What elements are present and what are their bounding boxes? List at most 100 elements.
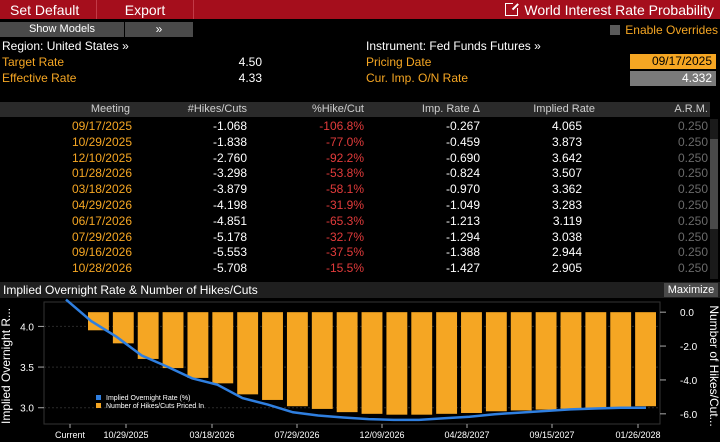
- x-tick-label: 01/26/2028: [615, 430, 660, 440]
- expand-button[interactable]: »: [125, 22, 193, 37]
- col-arm[interactable]: A.R.M.: [674, 103, 708, 115]
- export-button[interactable]: Export: [97, 0, 194, 19]
- cell-arm: 0.250: [677, 229, 708, 244]
- cell-hikes-cuts: -1.068: [212, 119, 247, 133]
- hikes-bar: [436, 312, 458, 414]
- col-pct-hike-cut[interactable]: %Hike/Cut: [312, 103, 364, 115]
- cell-meeting: 12/10/2025: [71, 150, 132, 165]
- cell-pct-hike-cut: -77.0%: [325, 134, 364, 149]
- hikes-bar: [88, 312, 109, 331]
- cell-imp-rate-delta: -1.388: [445, 245, 480, 260]
- hikes-bar: [162, 312, 184, 369]
- cell-imp-rate-delta: -0.970: [445, 182, 480, 197]
- cell-implied-rate: 3.507: [551, 166, 582, 181]
- hikes-bar: [635, 312, 656, 407]
- table-row[interactable]: 07/29/2026 -5.178 -32.7% -1.294 3.038 0.250: [0, 230, 710, 246]
- instrument-selector[interactable]: Instrument: Fed Funds Futures »: [366, 39, 541, 53]
- hikes-bar: [112, 312, 134, 344]
- table-row[interactable]: 10/28/2026 -5.708 -15.5% -1.427 2.905 0.250: [0, 261, 710, 277]
- cell-hikes-cuts: -4.851: [212, 213, 247, 228]
- set-default-button[interactable]: Set Default: [0, 0, 97, 19]
- target-rate-value: 4.50: [238, 55, 262, 69]
- chart-panel: Implied Overnight Rate & Number of Hikes…: [0, 282, 720, 442]
- chart-title: Implied Overnight Rate & Number of Hikes…: [3, 283, 258, 297]
- col-hikes-cuts[interactable]: #Hikes/Cuts: [187, 103, 247, 115]
- hikes-bar: [237, 312, 259, 395]
- cell-meeting: 09/17/2025: [71, 119, 132, 133]
- scrollbar-thumb[interactable]: [710, 139, 718, 229]
- cell-arm: 0.250: [677, 245, 708, 260]
- table-row[interactable]: 09/16/2026 -5.553 -37.5% -1.388 2.944 0.250: [0, 245, 710, 261]
- cell-implied-rate: 3.873: [551, 134, 582, 149]
- table-row[interactable]: 01/28/2026 -3.298 -53.8% -0.824 3.507 0.250: [0, 166, 710, 182]
- cell-hikes-cuts: -3.879: [212, 182, 247, 197]
- table-row[interactable]: 04/29/2026 -4.198 -31.9% -1.049 3.283 0.250: [0, 198, 710, 214]
- table-row[interactable]: 09/17/2025 -1.068 -106.8% -0.267 4.065 0.250: [0, 119, 710, 135]
- cell-hikes-cuts: -4.198: [212, 197, 247, 212]
- cell-pct-hike-cut: -58.1%: [325, 182, 364, 197]
- table-scrollbar[interactable]: [710, 119, 718, 279]
- legend-label-line: Implied Overnight Rate (%): [106, 395, 190, 402]
- col-imp-rate-delta[interactable]: Imp. Rate Δ: [421, 103, 480, 115]
- x-tick-label: 07/29/2026: [274, 430, 319, 440]
- cell-hikes-cuts: -5.708: [212, 261, 247, 276]
- hikes-bar: [361, 312, 383, 414]
- cell-imp-rate-delta: -0.824: [445, 166, 480, 181]
- region-selector[interactable]: Region: United States »: [2, 39, 129, 53]
- cell-meeting: 09/16/2026: [71, 245, 132, 260]
- y-tick-label: 3.0: [20, 404, 34, 415]
- table-body: 09/17/2025 -1.068 -106.8% -0.267 4.065 0.250 1…: [0, 119, 710, 277]
- col-meeting[interactable]: Meeting: [90, 103, 130, 115]
- legend-label-bars: Number of Hikes/Cuts Priced In: [106, 403, 204, 410]
- cur-imp-rate-value: 4.332: [630, 71, 716, 86]
- cell-implied-rate: 3.038: [551, 229, 582, 244]
- cell-arm: 0.250: [677, 182, 708, 197]
- cell-imp-rate-delta: -0.459: [445, 134, 480, 149]
- implied-rate-line: [65, 298, 646, 422]
- maximize-button[interactable]: Maximize: [664, 283, 718, 297]
- chart-header: Implied Overnight Rate & Number of Hikes…: [0, 282, 720, 298]
- cell-pct-hike-cut: -53.8%: [325, 166, 364, 181]
- table-row[interactable]: 06/17/2026 -4.851 -65.3% -1.213 3.119 0.250: [0, 214, 710, 230]
- cell-arm: 0.250: [677, 261, 708, 276]
- table-row[interactable]: 10/29/2025 -1.838 -77.0% -0.459 3.873 0.250: [0, 135, 710, 151]
- app-title[interactable]: World Interest Rate Probability: [505, 0, 714, 19]
- x-tick-label: 03/18/2026: [189, 430, 234, 440]
- cell-implied-rate: 2.944: [551, 245, 582, 260]
- cell-hikes-cuts: -5.553: [212, 245, 247, 260]
- col-implied-rate[interactable]: Implied Rate: [533, 103, 595, 115]
- enable-overrides-checkbox[interactable]: Enable Overrides: [610, 23, 718, 37]
- cell-pct-hike-cut: -106.8%: [319, 119, 364, 133]
- external-link-icon[interactable]: [505, 2, 520, 16]
- hikes-bar: [187, 312, 209, 378]
- cell-meeting: 03/18/2026: [71, 182, 132, 197]
- pricing-date-input[interactable]: 09/17/2025: [630, 54, 716, 69]
- top-toolbar: Set Default Export World Interest Rate P…: [0, 0, 720, 19]
- rate-chart: 4.0 3.5 3.0 0.0 -2.0 -4.0 -6.0 Current 10/29/202…: [0, 298, 720, 440]
- cell-implied-rate: 3.283: [551, 197, 582, 212]
- cell-arm: 0.250: [677, 213, 708, 228]
- y-axis-title: Implied Overnight R...: [0, 308, 13, 424]
- show-models-button[interactable]: Show Models: [0, 22, 124, 37]
- cell-arm: 0.250: [677, 150, 708, 165]
- cell-imp-rate-delta: -1.049: [445, 197, 480, 212]
- cell-hikes-cuts: -2.760: [212, 150, 247, 165]
- cell-meeting: 10/28/2026: [71, 261, 132, 276]
- checkbox-box[interactable]: [610, 25, 621, 35]
- hikes-bar: [336, 312, 358, 413]
- hikes-bar: [585, 312, 607, 408]
- table-row[interactable]: 03/18/2026 -3.879 -58.1% -0.970 3.362 0.250: [0, 182, 710, 198]
- y2-tick-label: 0.0: [680, 308, 694, 319]
- cell-imp-rate-delta: -1.213: [445, 213, 480, 228]
- x-tick-label: 09/15/2027: [529, 430, 574, 440]
- hikes-bar: [510, 312, 532, 411]
- hikes-bar: [535, 312, 557, 410]
- cell-pct-hike-cut: -92.2%: [325, 150, 364, 165]
- cell-imp-rate-delta: -0.267: [445, 119, 480, 133]
- cell-imp-rate-delta: -1.427: [445, 261, 480, 276]
- cell-implied-rate: 2.905: [551, 261, 582, 276]
- hikes-bar: [286, 312, 308, 407]
- x-tick-label: 10/29/2025: [103, 430, 148, 440]
- table-row[interactable]: 12/10/2025 -2.760 -92.2% -0.690 3.642 0.250: [0, 151, 710, 167]
- y-tick-label: 4.0: [20, 322, 34, 333]
